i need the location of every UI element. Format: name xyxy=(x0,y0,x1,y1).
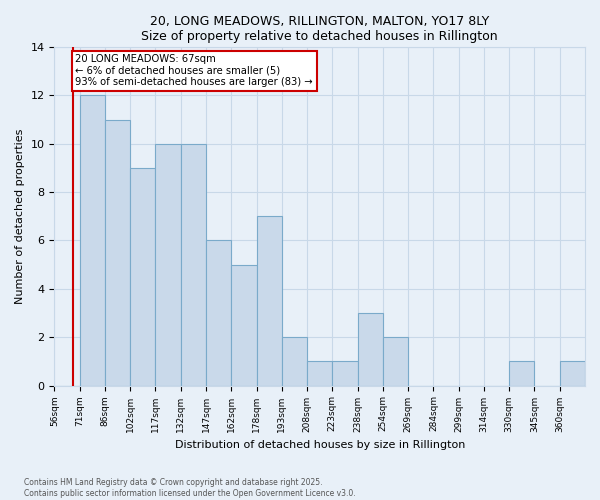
Text: 20 LONG MEADOWS: 67sqm
← 6% of detached houses are smaller (5)
93% of semi-detac: 20 LONG MEADOWS: 67sqm ← 6% of detached … xyxy=(76,54,313,88)
Y-axis label: Number of detached properties: Number of detached properties xyxy=(15,128,25,304)
Bar xyxy=(332,362,358,386)
Text: Contains HM Land Registry data © Crown copyright and database right 2025.
Contai: Contains HM Land Registry data © Crown c… xyxy=(24,478,356,498)
Bar xyxy=(105,120,130,386)
Bar xyxy=(130,168,155,386)
X-axis label: Distribution of detached houses by size in Rillington: Distribution of detached houses by size … xyxy=(175,440,465,450)
Bar xyxy=(80,96,105,386)
Bar xyxy=(560,362,585,386)
Bar xyxy=(155,144,181,386)
Bar xyxy=(358,313,383,386)
Bar xyxy=(257,216,282,386)
Bar xyxy=(231,264,257,386)
Bar xyxy=(307,362,332,386)
Title: 20, LONG MEADOWS, RILLINGTON, MALTON, YO17 8LY
Size of property relative to deta: 20, LONG MEADOWS, RILLINGTON, MALTON, YO… xyxy=(142,15,498,43)
Bar xyxy=(509,362,535,386)
Bar xyxy=(282,337,307,386)
Bar xyxy=(206,240,231,386)
Bar xyxy=(181,144,206,386)
Bar xyxy=(383,337,408,386)
